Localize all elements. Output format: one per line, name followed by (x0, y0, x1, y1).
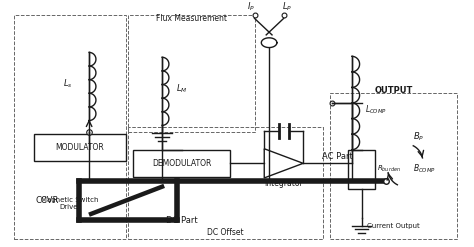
Text: $L_{COMP}$: $L_{COMP}$ (365, 103, 387, 116)
Text: $L_s$: $L_s$ (63, 78, 73, 90)
Text: Flux Measurement: Flux Measurement (156, 14, 227, 23)
Text: MODULATOR: MODULATOR (55, 143, 104, 152)
Bar (128, 16, 255, 132)
Text: DC Offset: DC Offset (207, 228, 244, 237)
Text: Magnetic Switch
Driver: Magnetic Switch Driver (41, 197, 99, 210)
Text: $R_{burden}$: $R_{burden}$ (377, 164, 401, 174)
Text: OUTPUT: OUTPUT (374, 86, 413, 95)
Bar (34, 134, 126, 161)
Text: DEMODULATOR: DEMODULATOR (152, 159, 211, 168)
Text: $B_{COMP}$: $B_{COMP}$ (413, 162, 436, 175)
Text: $L_M$: $L_M$ (176, 82, 187, 95)
Text: $B_P$: $B_P$ (413, 131, 424, 144)
Bar (330, 93, 457, 239)
Bar (14, 16, 126, 239)
Text: DC Part: DC Part (166, 216, 197, 225)
Bar (128, 127, 323, 239)
Text: $L_P$: $L_P$ (283, 0, 292, 13)
Text: Current Output: Current Output (367, 223, 420, 228)
Text: AC Part: AC Part (322, 152, 353, 162)
Bar (133, 150, 230, 177)
Text: $I_P$: $I_P$ (246, 0, 255, 13)
Text: Integrator: Integrator (264, 179, 303, 188)
Text: CCVR: CCVR (36, 196, 59, 205)
Bar (348, 150, 375, 189)
